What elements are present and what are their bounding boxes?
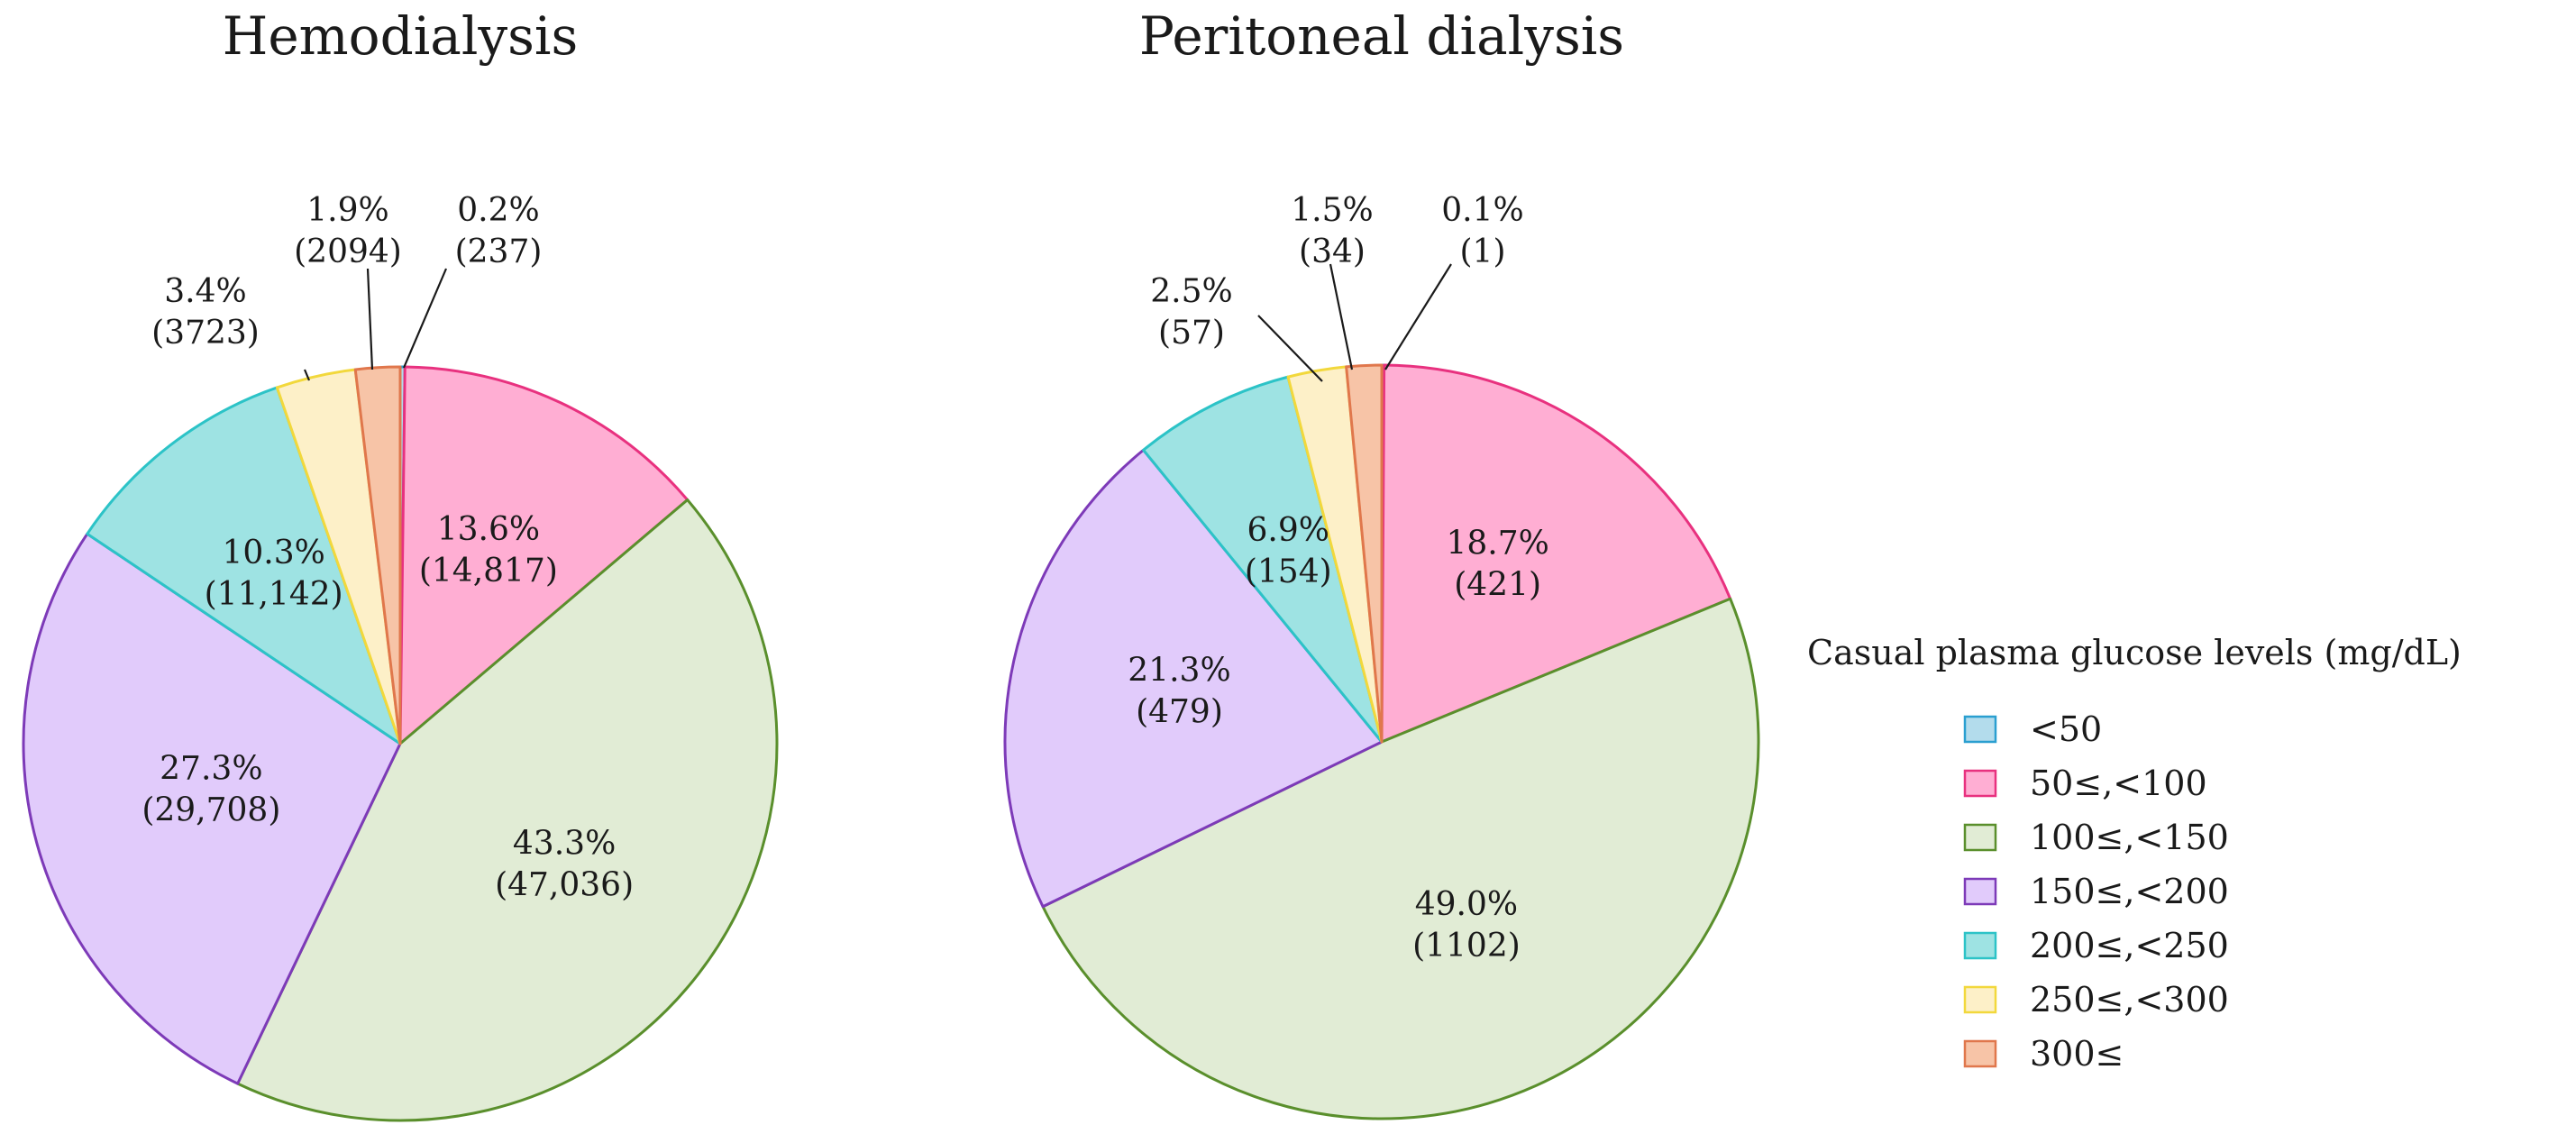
slice-label-count: (1102) [1412,928,1521,965]
legend-swatch-3 [1963,877,1997,906]
slice-label-pct: 6.9% [1247,512,1329,549]
slice-label-pct: 0.2% [457,192,539,229]
slice-label-count: (2094) [294,233,402,270]
slice-label-count: (14,817) [419,553,558,590]
legend-swatch-6 [1963,1039,1997,1068]
legend-swatch-0 [1963,715,1997,744]
pie-slice-hd-4 [86,386,402,745]
leader-line-6 [366,268,374,370]
pie-slice-pd-1 [1380,363,1732,744]
legend-label-2: 100≤,<150 [2030,818,2229,857]
leader-line-6 [1329,263,1354,370]
slice-label-count: (29,708) [142,791,280,828]
leader-line-0 [402,268,448,369]
legend-swatch-5 [1963,985,1997,1014]
pie-slice-hd-3 [22,532,402,1085]
slice-label-count: (154) [1245,553,1332,590]
slice-label-count: (237) [455,233,543,270]
legend-label-1: 50≤,<100 [2030,764,2207,803]
pie-slice-pd-4 [1142,375,1384,744]
slice-label-pct: 3.4% [164,273,246,310]
legend-swatch-4 [1963,931,1997,960]
legend-title: Casual plasma glucose levels (mg/dL) [1807,633,2462,672]
slice-label-count: (34) [1299,233,1366,270]
chart-title-peritoneal: Peritoneal dialysis [1139,5,1624,67]
legend-label-0: <50 [2030,709,2102,749]
slice-label-count: (479) [1136,694,1223,731]
slice-label-count: (11,142) [205,576,343,613]
leader-line-5 [303,369,311,381]
slice-label-pct: 1.9% [306,192,388,229]
legend-swatch-2 [1963,823,1997,852]
slice-label-pct: 18.7% [1446,525,1548,562]
pie-slice-hd-2 [236,498,779,1122]
pie-hemodialysis: 0.2% (237) 13.6% (14,817) 43.3% (47,036) 27.3%… [22,192,779,1122]
slice-label-pct: 27.3% [160,750,262,787]
slice-label-pct: 1.5% [1291,192,1373,229]
slice-label-pct: 0.1% [1441,192,1523,229]
slice-label-count: (3723) [151,315,260,352]
slice-label-count: (47,036) [495,866,634,903]
slice-label-pct: 10.3% [222,535,324,572]
slice-label-pct: 49.0% [1415,886,1518,923]
legend-label-4: 200≤,<250 [2030,926,2229,965]
pie-peritoneal: 0.1% (1) 18.7% (421) 49.0% (1102) 21.3% (479) 6.… [1003,192,1760,1120]
pie-slice-pd-2 [1041,597,1760,1120]
legend: Casual plasma glucose levels (mg/dL) <50… [1807,633,2462,1074]
leader-line-0 [1384,263,1452,370]
slice-label-count: (421) [1454,566,1541,603]
pie-slice-hd-1 [398,365,690,745]
slice-label-pct: 43.3% [513,825,616,862]
slice-label-pct: 2.5% [1150,273,1232,310]
legend-swatch-1 [1963,769,1997,798]
legend-label-6: 300≤ [2030,1034,2124,1074]
pie-slice-hd-6 [353,365,402,745]
leader-line-5 [1257,315,1323,382]
legend-label-5: 250≤,<300 [2030,980,2229,1020]
slice-label-pct: 13.6% [437,511,540,548]
pie-slice-pd-6 [1345,363,1384,744]
legend-label-3: 150≤,<200 [2030,872,2229,911]
pie-slice-pd-3 [1003,448,1384,909]
slice-label-pct: 21.3% [1128,653,1230,690]
slice-label-count: (57) [1158,315,1225,352]
chart-title-hemodialysis: Hemodialysis [223,5,578,67]
slice-label-count: (1) [1460,233,1506,270]
